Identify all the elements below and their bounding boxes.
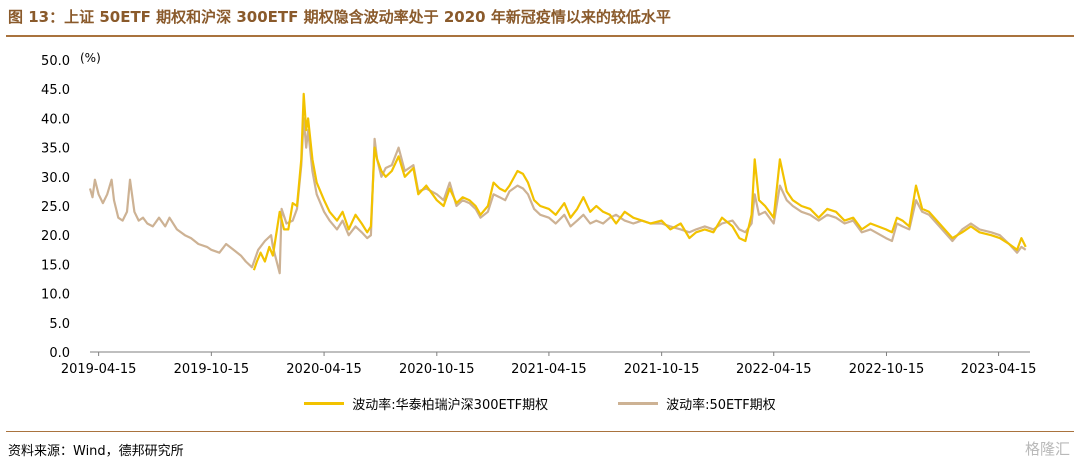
x-tick-label: 2023-04-15 [961,362,1037,377]
source-note: 资料来源：Wind，德邦研究所 [8,444,184,459]
legend-label-300etf: 波动率:华泰柏瑞沪深300ETF期权 [352,398,549,413]
x-tick-label: 2022-04-15 [736,362,812,377]
legend-swatch-50etf [618,402,659,405]
y-tick-label: 45.0 [41,83,70,98]
legend: 波动率:华泰柏瑞沪深300ETF期权 波动率:50ETF期权 [0,394,1080,413]
x-tick-label: 2020-04-15 [286,362,362,377]
x-tick-label: 2021-10-15 [624,362,700,377]
source-divider [6,431,1074,432]
y-axis-unit: (%) [80,51,101,65]
y-tick-label: 25.0 [41,200,70,215]
y-tick-label: 10.0 [41,288,70,303]
x-tick-label: 2019-10-15 [174,362,250,377]
x-tick-label: 2022-10-15 [849,362,925,377]
watermark-logo: 格隆汇 [1024,440,1070,458]
legend-swatch-300etf [304,402,345,405]
y-tick-label: 30.0 [41,171,70,186]
x-axis-ticks: 2019-04-15 2019-10-15 2020-04-15 2020-10-15… [61,352,1037,377]
y-tick-label: 5.0 [49,317,70,332]
title-divider [6,35,1074,37]
y-axis-ticks: 0.0 5.0 10.0 15.0 20.0 25.0 30.0 35.0 40.0 45.0 50… [41,54,70,361]
y-tick-label: 20.0 [41,229,70,244]
x-tick-label: 2019-04-15 [61,362,137,377]
legend-item-50etf: 波动率:50ETF期权 [618,394,776,413]
x-tick-label: 2021-04-15 [511,362,587,377]
legend-item-300etf: 波动率:华泰柏瑞沪深300ETF期权 [304,394,548,413]
chart-title: 图 13：上证 50ETF 期权和沪深 300ETF 期权隐含波动率处于 202… [8,8,671,26]
series-line-300etf [252,92,1027,271]
series-line-50etf [88,117,1027,275]
x-tick-label: 2020-10-15 [399,362,475,377]
y-tick-label: 35.0 [41,142,70,157]
legend-label-50etf: 波动率:50ETF期权 [666,398,776,413]
y-tick-label: 40.0 [41,112,70,127]
series-lines [88,92,1027,275]
y-tick-label: 0.0 [49,346,70,361]
y-tick-label: 15.0 [41,258,70,273]
y-tick-label: 50.0 [41,54,70,69]
